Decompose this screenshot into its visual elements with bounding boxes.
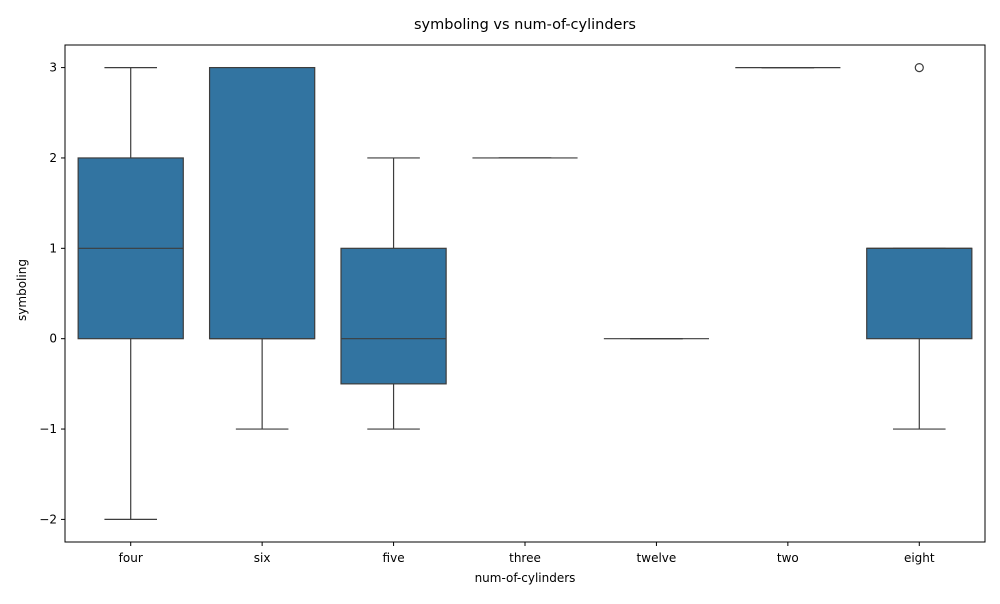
outlier-point (914, 62, 924, 73)
box-four (77, 66, 184, 521)
chart-title: symboling vs num-of-cylinders (414, 17, 636, 33)
x-tick-label: six (254, 551, 271, 565)
y-tick-label: −2 (39, 512, 57, 526)
y-axis-label: symboling (15, 259, 29, 321)
y-tick-label: 0 (49, 332, 57, 346)
x-tick-label: four (119, 551, 143, 565)
y-tick-label: 1 (49, 241, 57, 255)
iqr-box (866, 247, 973, 340)
box-five (340, 157, 447, 430)
axes-frame (64, 44, 986, 543)
y-tick-label: 3 (49, 61, 57, 75)
x-axis-label: num-of-cylinders (475, 571, 576, 585)
x-tick-label: five (383, 551, 405, 565)
x-tick-label: three (509, 551, 541, 565)
x-tick-label: twelve (637, 551, 677, 565)
iqr-box (208, 66, 316, 340)
box-eight (866, 62, 973, 430)
iqr-box (340, 247, 447, 385)
x-tick-label: eight (904, 551, 935, 565)
y-tick-label: 2 (49, 151, 57, 165)
plot-area: 3 2 1 0 −1 −2 four six five three twelve two eight (39, 44, 986, 565)
y-tick-label: −1 (39, 422, 57, 436)
x-tick-label: two (777, 551, 799, 565)
box-six (208, 66, 316, 430)
